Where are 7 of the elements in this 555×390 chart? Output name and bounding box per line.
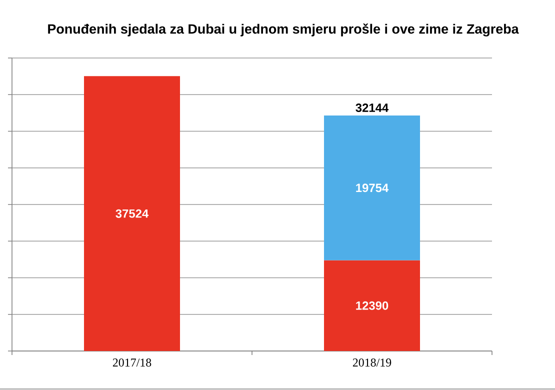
data-label: 19754 [356,184,389,192]
data-label: 37524 [116,209,149,218]
data-label: 12390 [356,301,388,310]
total-label: 32144 [356,104,389,112]
chart-title: Ponuđenih sjedala za Dubai u jednom smjeru prošle i ove zime iz Zagreba [48,24,519,36]
x-tick-label: 2017/18 [112,358,152,367]
x-tick-label: 2018/19 [352,358,392,367]
